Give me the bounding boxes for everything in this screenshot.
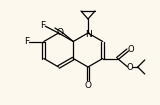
Text: O: O (126, 62, 133, 72)
Text: O: O (84, 81, 92, 89)
Text: O: O (127, 45, 134, 54)
Text: O: O (56, 28, 64, 37)
Text: F: F (24, 37, 29, 46)
Text: N: N (86, 30, 92, 39)
Text: F: F (40, 21, 45, 30)
